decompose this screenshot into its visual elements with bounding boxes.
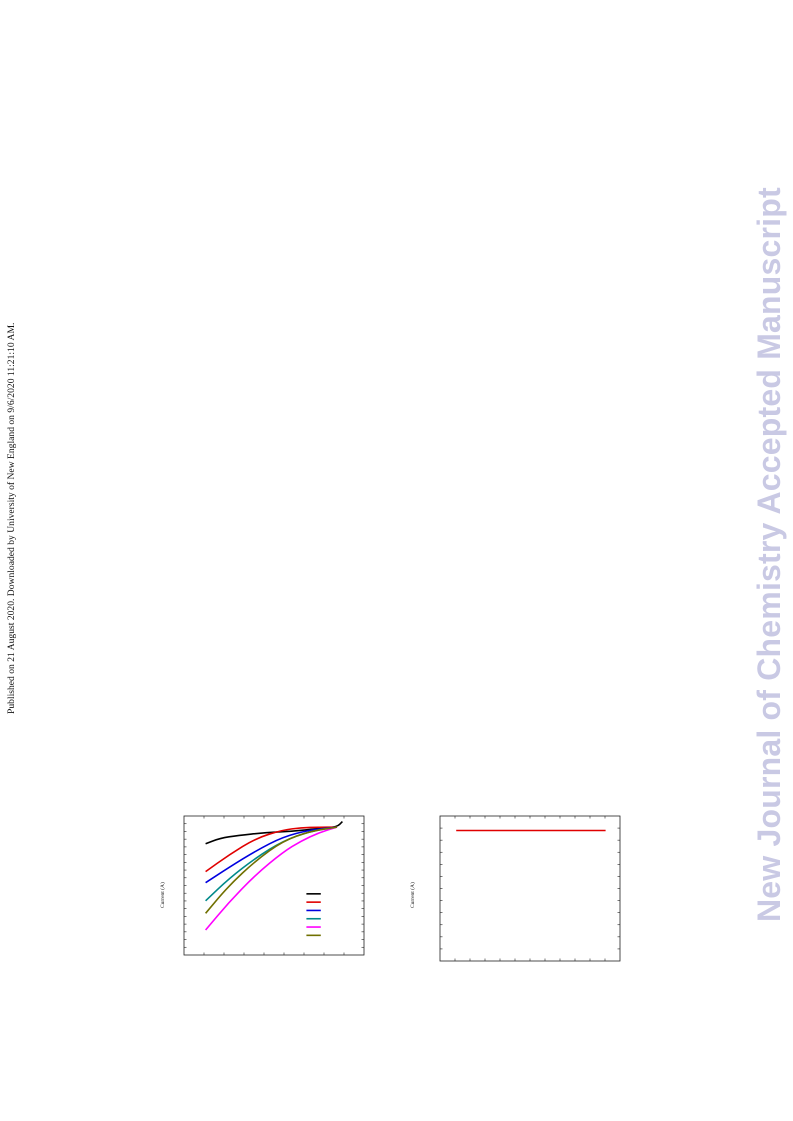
chart-right: Current (A)	[409, 815, 621, 962]
left-legend	[306, 893, 321, 937]
left-axis-ticks	[184, 816, 364, 955]
right-y-axis-label: Current (A)	[409, 882, 416, 908]
chart-left: Current (A)	[159, 815, 365, 956]
series-line-2	[205, 826, 337, 873]
left-series-lines	[204, 821, 343, 931]
series-line-6	[204, 826, 338, 914]
series-line-5	[204, 826, 338, 931]
series-line-3	[205, 826, 338, 884]
right-plot-frame	[439, 815, 621, 962]
right-axis-ticks	[440, 816, 620, 961]
left-plot-frame	[183, 815, 365, 956]
left-y-axis-label: Current (A)	[159, 882, 166, 908]
